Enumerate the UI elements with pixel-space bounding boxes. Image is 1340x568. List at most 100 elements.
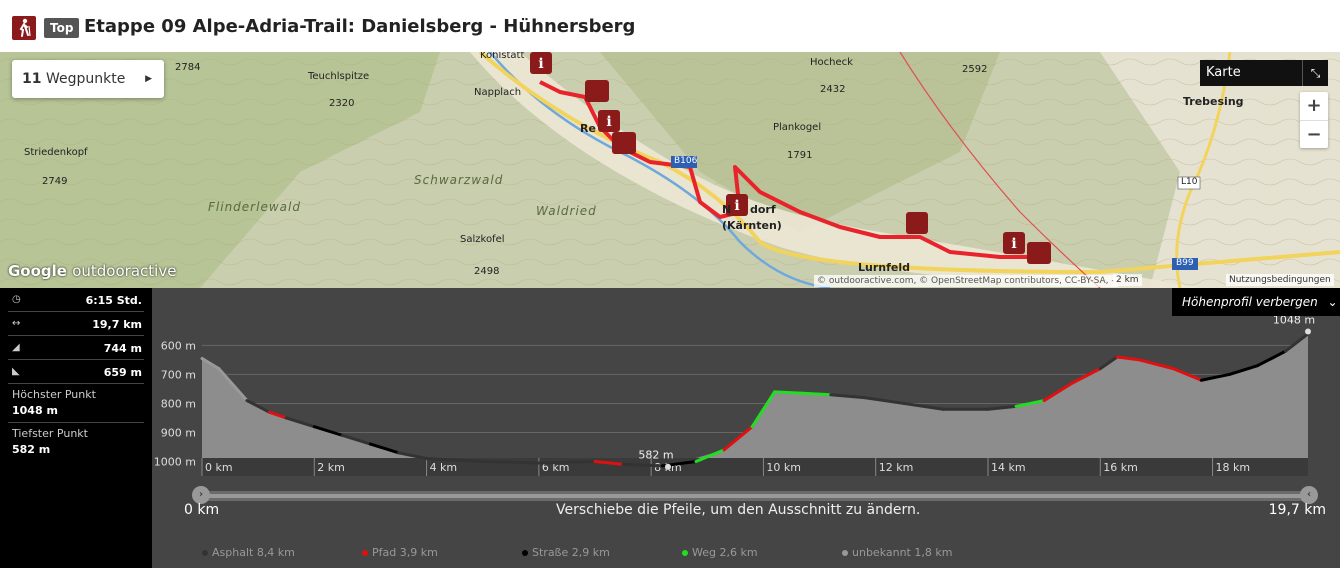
stat-lowest: Tiefster Punkt 582 m bbox=[8, 423, 144, 462]
distance-value: 19,7 km bbox=[92, 318, 142, 331]
stat-highest: Höchster Punkt 1048 m bbox=[8, 384, 144, 423]
elevation-segment bbox=[340, 433, 372, 446]
caret-right-icon: ▶ bbox=[145, 74, 152, 84]
outdooractive-logo: outdooractive bbox=[72, 262, 177, 280]
range-slider[interactable] bbox=[196, 491, 1312, 501]
place-label: Teuchlspitze bbox=[308, 71, 370, 82]
terms-link[interactable]: Nutzungsbedingungen bbox=[1226, 274, 1334, 286]
road-shield: B106 bbox=[674, 156, 698, 166]
legend-dot bbox=[202, 550, 208, 556]
elevation-segment bbox=[1199, 372, 1231, 382]
slider-handle-end[interactable]: ‹ bbox=[1300, 486, 1318, 504]
hide-profile-button[interactable]: Höhenprofil verbergen ⌄ bbox=[1172, 288, 1340, 316]
elevation-segment bbox=[1115, 355, 1142, 362]
elevation-marker-label: 582 m bbox=[638, 449, 673, 462]
x-axis-band bbox=[202, 458, 1308, 476]
waypoints-button[interactable]: 11 Wegpunkte ▶ bbox=[12, 60, 164, 98]
legend-item: Weg 2,6 km bbox=[682, 546, 758, 559]
map-logo: Google outdooractive bbox=[8, 262, 176, 280]
lowest-label: Tiefster Punkt bbox=[12, 427, 88, 440]
hide-profile-label: Höhenprofil verbergen bbox=[1182, 295, 1318, 309]
peak-label: 2498 bbox=[474, 266, 500, 277]
y-tick-label: 600 m bbox=[161, 339, 196, 352]
peak-label: 2592 bbox=[962, 64, 988, 75]
peak-label: 1791 bbox=[787, 150, 813, 161]
map-canvas[interactable]: i i i i bbox=[0, 52, 1340, 288]
road-shield: B99 bbox=[1176, 258, 1194, 268]
descent-icon: ◣ bbox=[12, 366, 20, 377]
legend-item: unbekannt 1,8 km bbox=[842, 546, 952, 559]
elevation-segment bbox=[1042, 381, 1074, 403]
elevation-segment bbox=[1227, 364, 1259, 376]
elevation-segment bbox=[694, 448, 726, 463]
stat-distance: ↔ 19,7 km bbox=[8, 312, 144, 336]
layer-label: Karte bbox=[1206, 65, 1241, 80]
elevation-segment bbox=[773, 390, 805, 395]
x-tick-label: 10 km bbox=[766, 461, 801, 474]
elevation-marker bbox=[1305, 328, 1311, 335]
elevation-chart[interactable]: 1000 m 900 m 800 m 700 m 600 m 0 km 2 km 4 km 6 … bbox=[152, 288, 1340, 488]
top-badge: Top bbox=[44, 18, 80, 38]
area-label: Waldried bbox=[536, 204, 597, 218]
elevation-segment bbox=[862, 396, 906, 405]
y-tick-label: 700 m bbox=[161, 368, 196, 381]
peak-label: 2320 bbox=[329, 98, 355, 109]
google-logo: Google bbox=[8, 262, 67, 280]
elevation-segment bbox=[537, 459, 597, 465]
elevation-segment bbox=[722, 425, 754, 452]
map-attribution[interactable]: © outdooractive.com, © OpenStreetMap con… bbox=[814, 275, 1118, 287]
elevation-segment bbox=[284, 416, 316, 429]
clock-icon: ◷ bbox=[12, 294, 21, 305]
place-label: Hocheck bbox=[810, 57, 853, 68]
layer-selector[interactable]: Karte ⤡ bbox=[1200, 60, 1328, 86]
elevation-segment bbox=[200, 356, 221, 371]
elevation-segment bbox=[621, 462, 664, 468]
legend-item: Straße 2,9 km bbox=[522, 546, 610, 559]
stats-panel: ◷ 6:15 Std. ↔ 19,7 km ◢ 744 m ◣ 659 m Hö… bbox=[0, 288, 152, 568]
stat-descent: ◣ 659 m bbox=[8, 360, 144, 384]
x-tick-label: 0 km bbox=[205, 461, 233, 474]
peak-label: 2784 bbox=[175, 62, 201, 73]
waypoints-count: 11 bbox=[22, 71, 42, 87]
road-shield: L10 bbox=[1181, 177, 1198, 187]
legend-dot bbox=[362, 550, 368, 556]
legend-label: Weg 2,6 km bbox=[692, 546, 758, 559]
svg-text:i: i bbox=[538, 56, 543, 72]
legend-label: unbekannt 1,8 km bbox=[852, 546, 953, 559]
hiking-icon bbox=[12, 16, 36, 40]
y-tick-label: 900 m bbox=[161, 426, 196, 439]
elevation-segment bbox=[312, 425, 344, 437]
slider-handle-start[interactable]: › bbox=[192, 486, 210, 504]
legend-item: Pfad 3,9 km bbox=[362, 546, 438, 559]
area-label: Flinderlewald bbox=[208, 200, 301, 214]
elevation-segment bbox=[1284, 332, 1310, 353]
y-tick-label: 800 m bbox=[161, 397, 196, 410]
elevation-segment bbox=[245, 399, 271, 414]
highest-label: Höchster Punkt bbox=[12, 388, 96, 401]
elevation-segment bbox=[750, 390, 777, 429]
svg-text:i: i bbox=[606, 114, 611, 130]
elevation-segment bbox=[1070, 367, 1102, 385]
x-tick-label: 12 km bbox=[879, 461, 914, 474]
lowest-value: 582 m bbox=[12, 443, 51, 456]
collapse-icon[interactable]: ⤡ bbox=[1302, 60, 1328, 86]
elevation-marker bbox=[664, 463, 671, 470]
map[interactable]: i i i i Kohlstatt 2784 Teuchlspitze 2320… bbox=[0, 52, 1340, 288]
x-tick-label: 2 km bbox=[317, 461, 345, 474]
elevation-segment bbox=[593, 459, 625, 466]
zoom-out-button[interactable]: − bbox=[1300, 120, 1328, 148]
place-label: Striedenkopf bbox=[24, 147, 88, 158]
stat-duration: ◷ 6:15 Std. bbox=[8, 288, 144, 312]
ascent-value: 744 m bbox=[103, 342, 142, 355]
elevation-segment bbox=[396, 451, 429, 461]
legend-label: Pfad 3,9 km bbox=[372, 546, 438, 559]
peak-label: 2432 bbox=[820, 84, 846, 95]
zoom-in-button[interactable]: + bbox=[1306, 95, 1322, 116]
elevation-segment bbox=[801, 391, 833, 397]
elevation-marker-label: 1048 m bbox=[1273, 313, 1315, 326]
elevation-segment bbox=[481, 459, 541, 465]
elevation-segment bbox=[986, 404, 1018, 411]
slider-hint: Verschiebe die Pfeile, um den Ausschnitt… bbox=[556, 502, 921, 518]
legend-dot bbox=[842, 550, 848, 556]
peak-label: 2749 bbox=[42, 176, 68, 187]
